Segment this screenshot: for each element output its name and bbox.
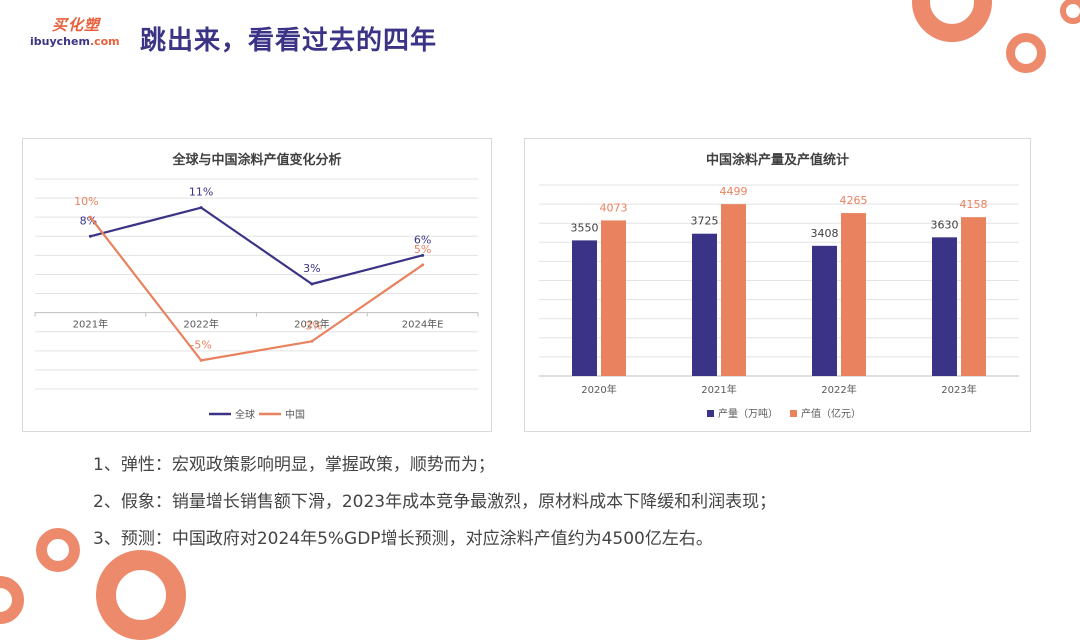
logo-en-main: ibuychem xyxy=(30,35,90,48)
x-tick-label: 2021年 xyxy=(701,383,736,396)
series-line-china xyxy=(89,216,424,362)
bar-value xyxy=(721,204,746,376)
series-line-global xyxy=(90,206,423,286)
data-label: 8% xyxy=(80,214,97,227)
data-point xyxy=(310,282,314,286)
logo-en-text: ibuychem.com xyxy=(30,35,120,48)
data-point xyxy=(421,253,425,257)
brand-logo: 买化塑 ibuychem.com xyxy=(30,14,125,54)
data-label: -3% xyxy=(301,319,322,332)
deco-ring-bottom-large xyxy=(96,550,186,640)
data-label: 3550 xyxy=(571,221,599,234)
deco-ring-bottom-small xyxy=(36,528,80,572)
data-label: 3408 xyxy=(811,227,839,240)
line-chart-panel: 全球与中国涂料产值变化分析 2021年 2022年 2023年 2024年E 8% 11%… xyxy=(22,138,492,432)
line-chart: 2021年 2022年 2023年 2024年E 8% 11% 3% 6% 10% -5% -3% 5… xyxy=(34,178,479,421)
x-tick-label: 2021年 xyxy=(73,318,108,331)
x-tick-label: 2024年E xyxy=(402,318,444,331)
legend-swatch xyxy=(790,410,797,417)
data-point xyxy=(88,215,92,219)
bar-chart-title: 中国涂料产量及产值统计 xyxy=(705,153,849,168)
bar-value xyxy=(601,220,626,376)
page-title: 跳出来，看看过去的四年 xyxy=(140,26,438,56)
data-label: -5% xyxy=(190,338,211,351)
deco-ring-bottom-edge xyxy=(0,576,24,624)
bar-output xyxy=(572,240,597,376)
bar-value xyxy=(841,213,866,376)
data-point xyxy=(310,339,314,343)
data-label: 5% xyxy=(414,243,431,256)
bullet-item-forecast: 3、预测：中国政府对2024年5%GDP增长预测，对应涂料产值约为4500亿左右… xyxy=(93,529,713,549)
line-chart-title: 全球与中国涂料产值变化分析 xyxy=(172,153,342,168)
data-label: 6% xyxy=(414,233,431,246)
logo-en-suffix: .com xyxy=(89,35,120,48)
bar-output xyxy=(932,237,957,376)
legend-label: 产值（亿元） xyxy=(801,407,861,420)
legend-label: 产量（万吨） xyxy=(718,407,778,420)
data-point xyxy=(421,263,425,267)
deco-ring-top-large xyxy=(912,0,992,42)
data-point xyxy=(199,206,203,210)
data-label: 11% xyxy=(189,186,213,199)
data-label: 4158 xyxy=(960,198,988,211)
data-label: 3630 xyxy=(931,218,959,231)
x-tick-label: 2020年 xyxy=(581,383,616,396)
x-tick-label: 2022年 xyxy=(821,383,856,396)
data-label: 3% xyxy=(303,262,320,275)
bar-chart-panel: 中国涂料产量及产值统计 2020年 2021年 2022年 2023年 3550 3725… xyxy=(524,138,1031,432)
bullet-item-elasticity: 1、弹性：宏观政策影响明显，掌握政策，顺势而为； xyxy=(93,455,495,475)
deco-ring-top-small xyxy=(1006,33,1046,73)
bar-output xyxy=(812,245,837,376)
legend-label: 全球 xyxy=(235,408,255,421)
bar-output xyxy=(692,233,717,376)
data-label: 4073 xyxy=(600,201,628,214)
bullet-item-illusion: 2、假象：销量增长销售额下滑，2023年成本竞争最激烈，原材料成本下降缓和利润表… xyxy=(93,492,777,512)
data-label: 4499 xyxy=(720,185,748,198)
data-label: 3725 xyxy=(691,215,719,228)
bullet-list: 1、弹性：宏观政策影响明显，掌握政策，顺势而为； 2、假象：销量增长销售额下滑，… xyxy=(93,450,776,561)
x-tick-label: 2022年 xyxy=(183,318,218,331)
legend-swatch xyxy=(707,410,714,417)
data-point xyxy=(199,358,203,362)
bar-value xyxy=(961,217,986,376)
deco-ring-top-edge xyxy=(1060,0,1080,24)
data-point xyxy=(88,234,92,238)
logo-cn-text: 买化塑 xyxy=(52,16,101,34)
data-label: 4265 xyxy=(840,194,868,207)
x-tick-label: 2023年 xyxy=(294,318,329,331)
data-label: 10% xyxy=(74,195,98,208)
bar-chart: 2020年 2021年 2022年 2023年 3550 3725 3408 3630 4073… xyxy=(539,184,1019,420)
legend-label: 中国 xyxy=(285,408,305,421)
x-tick-label: 2023年 xyxy=(941,383,976,396)
